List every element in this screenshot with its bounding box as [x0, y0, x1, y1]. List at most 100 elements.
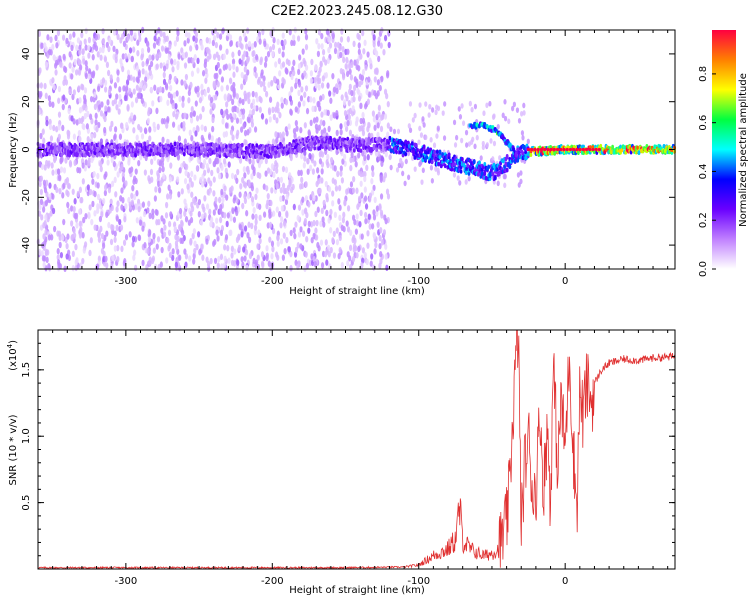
spectrogram-cell — [80, 83, 84, 90]
spectrogram-cell — [276, 101, 280, 108]
spectrogram-cell — [292, 34, 296, 41]
spectrogram-cell — [389, 164, 393, 171]
spectrogram-cell — [181, 51, 185, 59]
spectrogram-cell — [78, 186, 82, 194]
spectrogram-cell — [161, 136, 165, 144]
spectrogram-cell — [59, 156, 63, 163]
spectrogram-cell — [485, 102, 489, 109]
spectrogram-cell — [129, 29, 133, 36]
spectrogram-cell — [389, 148, 393, 153]
spectrogram-cell — [230, 252, 234, 259]
spectrogram-cell — [311, 105, 315, 113]
spectrogram-cell — [142, 210, 147, 218]
spectrogram-cell — [530, 147, 534, 152]
spectrogram-cell — [165, 201, 169, 209]
spectrogram-cell — [124, 203, 128, 210]
spectrogram-cell — [338, 204, 342, 211]
spectrogram-cell — [205, 256, 209, 263]
spectrogram-cell — [380, 114, 384, 121]
spectrogram-cell — [151, 208, 155, 215]
spectrogram-cell — [366, 98, 370, 105]
spectrogram-cell — [373, 196, 377, 204]
spectrogram-cell — [346, 36, 350, 43]
spectrogram-cell — [348, 187, 353, 195]
spectrogram-cell — [118, 93, 122, 101]
spectrogram-cell — [168, 73, 172, 81]
spectrogram-cell — [297, 169, 301, 177]
spectrogram-cell — [177, 53, 181, 60]
spectrogram-cell — [183, 62, 188, 69]
spectrogram-cell — [268, 208, 272, 216]
spectrogram-cell — [65, 242, 69, 250]
spectrogram-cell — [47, 95, 51, 102]
spectrogram-cell — [217, 54, 221, 62]
spectrogram-cell — [176, 63, 180, 71]
spectrogram-cell — [302, 100, 306, 107]
spectrogram-cell — [294, 221, 298, 228]
spectrogram-cell — [241, 261, 245, 269]
spectrogram-cell — [386, 131, 390, 138]
spectrogram-cell — [411, 117, 415, 123]
spectrogram-cell — [385, 188, 390, 195]
spectrogram-cell — [129, 74, 133, 81]
spectrogram-cell — [363, 175, 367, 183]
spectrogram-cell — [245, 264, 249, 272]
spectrogram-cell — [181, 95, 185, 103]
spectrogram-cell — [376, 79, 380, 86]
spectrogram-cell — [238, 35, 242, 43]
spectrogram-cell — [327, 146, 331, 151]
spectrogram-cell — [227, 257, 231, 264]
spectrogram-cell — [219, 204, 223, 211]
spectrogram-cell — [396, 128, 401, 135]
spectrogram-cell — [192, 258, 196, 265]
spectrogram-cell — [305, 235, 309, 243]
spectrogram-cell — [254, 54, 259, 61]
spectrogram-cell — [87, 44, 91, 52]
spectrogram-cell — [235, 117, 240, 124]
spectrogram-cell — [378, 242, 382, 250]
spectrogram-cell — [107, 45, 111, 53]
spectrogram-cell — [428, 103, 432, 110]
spectrogram-cell — [211, 125, 215, 133]
spectrogram-cell — [380, 75, 384, 83]
spectrogram-cell — [360, 124, 364, 132]
spectrogram-cell — [197, 198, 202, 206]
spectrogram-cell — [190, 105, 194, 113]
spectrogram-cell — [346, 136, 350, 142]
spectrogram-cell — [130, 101, 134, 108]
spectrogram-cell — [121, 65, 125, 73]
spectrogram-cell — [40, 250, 44, 257]
spectrogram-cell — [85, 65, 89, 72]
spectrogram-cell — [159, 62, 163, 69]
spectrogram-cell — [115, 93, 119, 100]
spectrogram-cell — [160, 246, 164, 254]
spectrogram-cell — [413, 112, 417, 119]
spectrogram-cell — [258, 237, 262, 245]
spectrogram-cell — [368, 57, 372, 64]
spectrogram-cell — [180, 47, 184, 54]
spectrogram-cell — [163, 224, 167, 231]
spectrogram-cell — [320, 32, 324, 40]
spectrogram-cell — [200, 134, 204, 142]
spectrogram-cell — [209, 96, 214, 104]
spectrogram-cell — [436, 170, 441, 176]
spectrogram-cell — [147, 236, 151, 243]
spectrogram-cell — [166, 237, 170, 244]
spectrogram-cell — [180, 188, 184, 195]
spectrogram-cell — [173, 58, 177, 66]
spectrogram-cell — [372, 214, 377, 221]
spectrogram-cell — [378, 262, 382, 269]
spectrogram-cell — [287, 123, 291, 130]
spectrogram-cell — [283, 247, 287, 255]
spectrogram-cell — [64, 178, 68, 186]
spectrogram-cell — [333, 179, 337, 186]
spectrogram-cell — [194, 86, 198, 93]
spectrogram-cell — [493, 175, 497, 181]
spectrogram-cell — [340, 177, 345, 184]
spectrogram-cell — [193, 198, 197, 206]
spectrogram-cell — [175, 35, 180, 42]
spectrogram-cell — [363, 148, 367, 156]
spectrogram-cell — [138, 219, 143, 226]
spectrogram-cell — [473, 143, 477, 150]
spectrogram-cell — [140, 97, 144, 104]
